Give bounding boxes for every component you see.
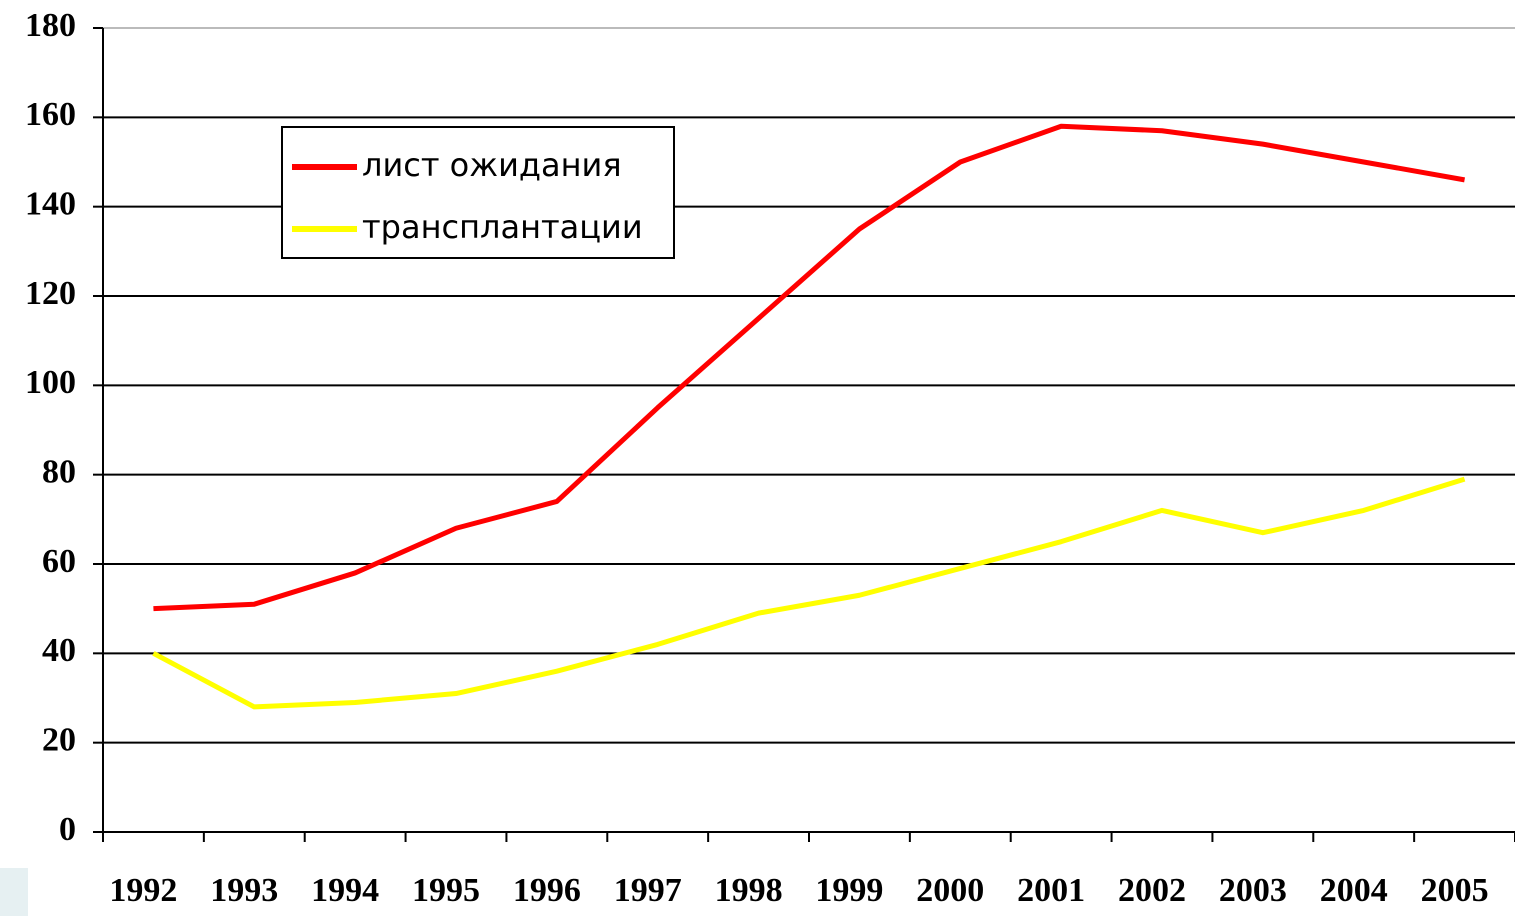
y-tick-label: 20 — [42, 721, 76, 758]
x-tick-label: 1993 — [210, 872, 278, 909]
y-tick-label: 100 — [25, 364, 76, 401]
x-tick-label: 2002 — [1118, 872, 1186, 909]
y-tick-label: 40 — [42, 632, 76, 669]
x-tick-label: 2001 — [1017, 872, 1085, 909]
x-tick-label: 2004 — [1320, 872, 1388, 909]
x-tick-label: 1999 — [815, 872, 883, 909]
y-tick-label: 140 — [25, 185, 76, 222]
x-tick-label: 1992 — [109, 872, 177, 909]
legend-box — [281, 126, 675, 259]
y-tick-label: 60 — [42, 543, 76, 580]
y-tick-label: 80 — [42, 453, 76, 490]
x-tick-label: 1998 — [715, 872, 783, 909]
y-tick-label: 120 — [25, 275, 76, 312]
line — [153, 123, 1466, 612]
y-tick-label: 160 — [25, 96, 76, 133]
x-tick-label: 1995 — [412, 872, 480, 909]
x-tick-label: 2003 — [1219, 872, 1287, 909]
line — [152, 476, 1466, 710]
legend-label: трансплантации — [362, 208, 643, 246]
x-tick-label: 1997 — [614, 872, 682, 909]
x-tick-label: 1996 — [513, 872, 581, 909]
x-tick-label: 1994 — [311, 872, 379, 909]
y-tick-label: 0 — [59, 811, 76, 848]
decoration — [0, 868, 28, 916]
x-tick-label: 2000 — [916, 872, 984, 909]
x-tick-label: 2005 — [1421, 872, 1489, 909]
legend-label: лист ожидания — [362, 146, 622, 184]
y-tick-label: 180 — [25, 7, 76, 44]
